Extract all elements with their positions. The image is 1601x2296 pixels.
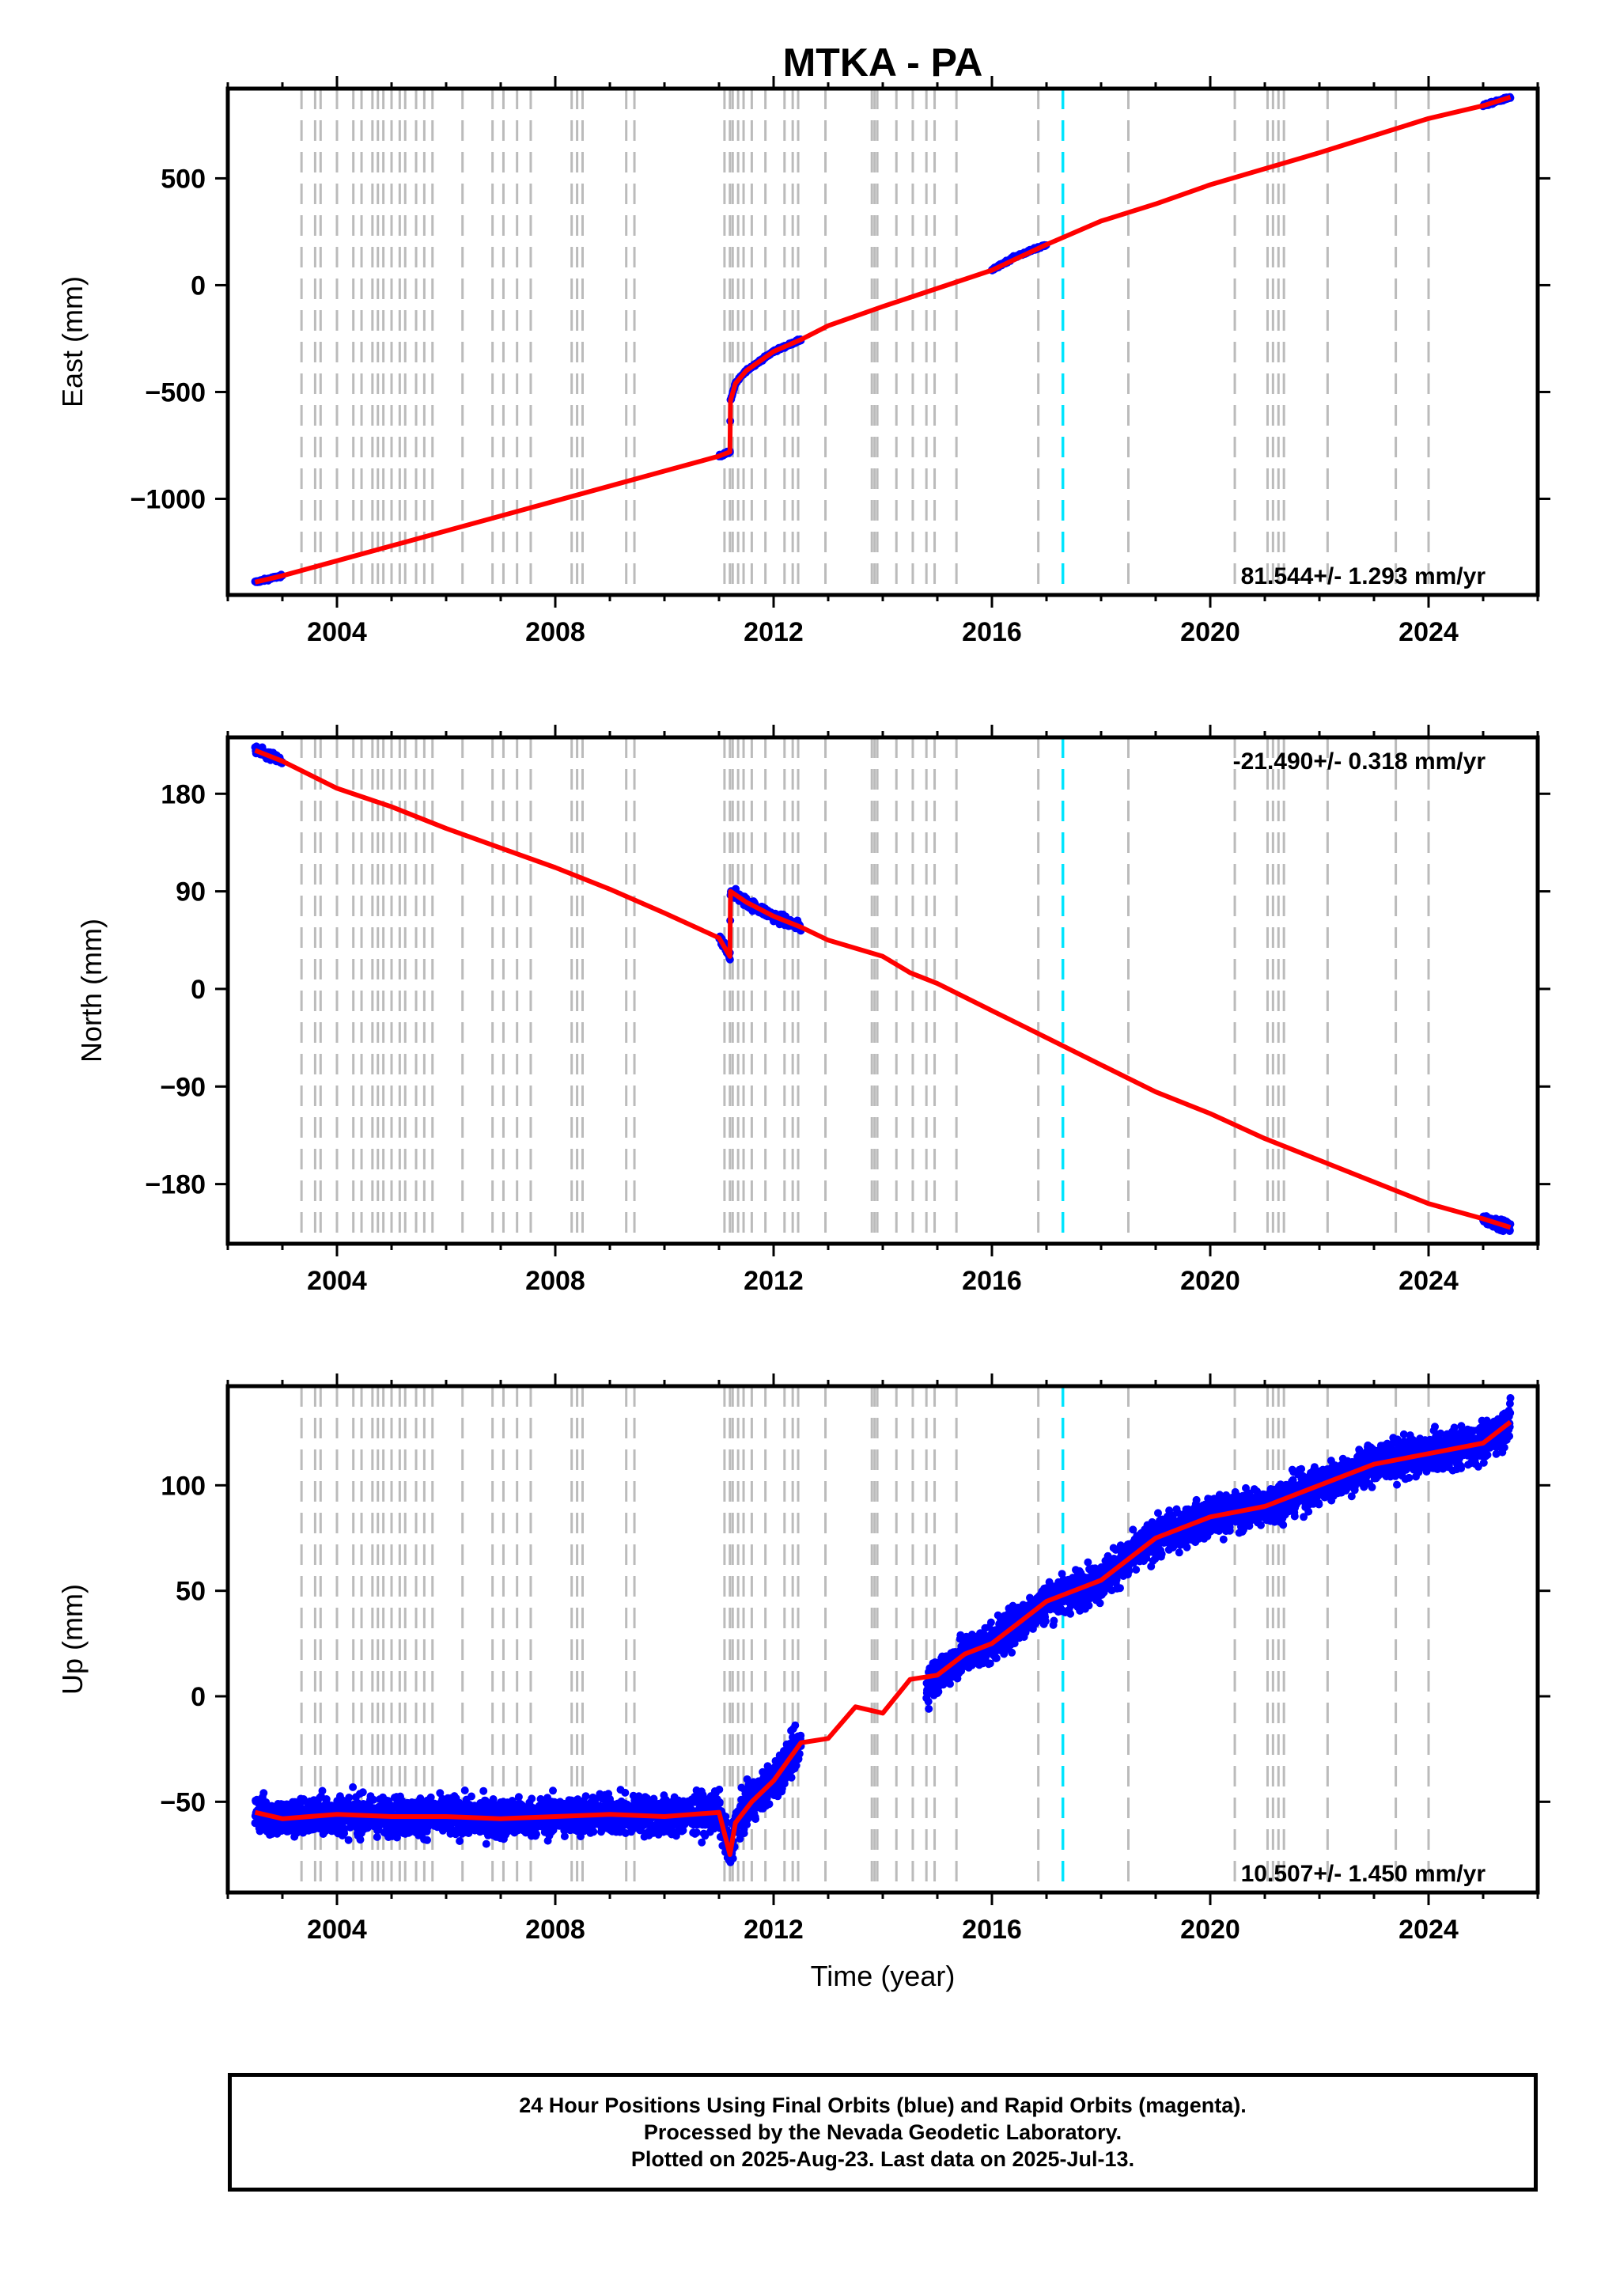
footer-line-2: Processed by the Nevada Geodetic Laborat… [643,2120,1122,2144]
model-line-north [254,748,1512,1230]
y-tick-label: 50 [176,1577,206,1607]
x-tick-label: 2024 [1399,1266,1459,1296]
x-tick-label: 2004 [307,1915,367,1945]
y-tick-label: −50 [160,1787,206,1817]
x-tick-label: 2008 [525,617,585,647]
panel-north: 2004 2008 2012 2016 2020 2024 −180 −90 0 90 180 Nor… [75,725,1550,1296]
y-tick-label: −1000 [131,484,206,514]
y-tick-label: 180 [161,779,206,809]
y-tick-label: 90 [176,877,206,907]
y-tick-label: 0 [191,271,206,301]
x-tick-label: 2024 [1399,1915,1459,1945]
x-tick-label: 2012 [744,1266,804,1296]
y-tick-label: −90 [160,1072,206,1102]
x-tick-label: 2024 [1399,617,1459,647]
x-tick-label: 2020 [1180,1266,1240,1296]
footer-box: 24 Hour Positions Using Final Orbits (bl… [228,2073,1538,2192]
x-tick-label: 2016 [962,1266,1022,1296]
x-tick-label: 2004 [307,1266,367,1296]
data-points-east [251,93,1515,586]
y-tick-label: −500 [145,377,206,407]
x-axis-label: Time (year) [811,1960,956,1992]
model-line-east [254,94,1512,585]
panel-east: 2004 2008 2012 2016 2020 2024 −1000 −500 0 500 Eas… [56,76,1550,647]
rate-annotation: -21.490+/- 0.318 mm/yr [1233,748,1486,775]
footer-line-3: Plotted on 2025-Aug-23. Last data on 202… [630,2147,1135,2171]
plot-area [251,1386,1515,1892]
rate-annotation: 81.544+/- 1.293 mm/yr [1241,563,1486,589]
x-tick-label: 2020 [1180,617,1240,647]
y-tick-label: 100 [161,1471,206,1501]
y-tick-label: 0 [191,1682,206,1712]
x-tick-label: 2020 [1180,1915,1240,1945]
x-tick-label: 2016 [962,1915,1022,1945]
y-tick-label: 500 [161,164,206,194]
y-axis-label: Up (mm) [56,1584,89,1695]
data-points-up [251,1394,1515,1866]
plot-area [251,89,1515,595]
figure-title: MTKA - PA [783,40,983,85]
x-tick-label: 2004 [307,617,367,647]
y-axis-label: North (mm) [75,919,108,1063]
y-axis-label: East (mm) [56,276,89,407]
y-tick-label: 0 [191,975,206,1005]
panel-up: 2004 2008 2012 2016 2020 2024 −50 0 50 100 Up (mm)… [56,1373,1550,1945]
footer-line-1: 24 Hour Positions Using Final Orbits (bl… [519,2093,1247,2117]
x-tick-label: 2012 [744,617,804,647]
x-tick-label: 2008 [525,1915,585,1945]
plot-area [251,737,1515,1244]
x-tick-label: 2012 [744,1915,804,1945]
rate-annotation: 10.507+/- 1.450 mm/yr [1241,1861,1486,1887]
x-tick-label: 2016 [962,617,1022,647]
x-tick-label: 2008 [525,1266,585,1296]
model-line-up [254,1419,1512,1857]
y-tick-label: −180 [145,1170,206,1200]
panels-group: 2004 2008 2012 2016 2020 2024−1000−5000500Eas… [56,76,1550,1945]
